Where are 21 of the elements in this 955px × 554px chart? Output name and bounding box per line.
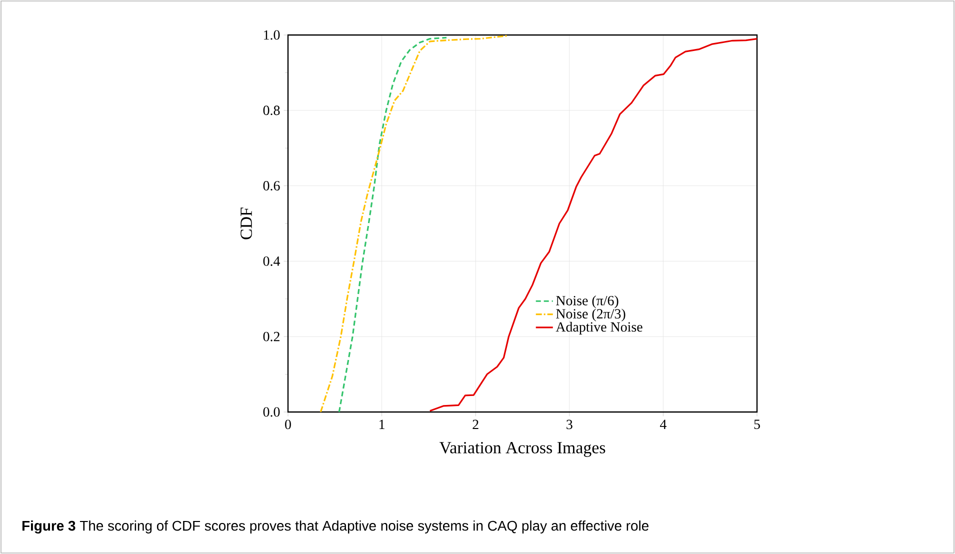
legend-label: Noise (π/6) <box>556 296 618 308</box>
line-series <box>429 38 758 412</box>
legend-label: Noise (2π/3) <box>556 308 626 322</box>
legend-label: Adaptive Noise <box>556 322 642 335</box>
line-series <box>320 34 508 412</box>
x-tick-label: 1 <box>380 420 384 429</box>
y-tick-label: 0.6 <box>263 181 280 191</box>
x-axis-title: Variation Across Images <box>439 442 606 457</box>
line-series <box>338 36 448 412</box>
y-tick-label: 0.8 <box>263 106 280 116</box>
y-tick-label: 0.0 <box>263 407 280 417</box>
x-tick-label: 4 <box>660 420 666 429</box>
x-tick-label: 3 <box>566 420 572 430</box>
y-tick-label: 1.0 <box>264 30 280 40</box>
text: Figure 3 The scoring of CDF scores proves that Adaptive noise systems in CAQ play an effective role <box>22 520 648 534</box>
y-tick-label: 0.4 <box>263 256 280 266</box>
y-axis-title: CDF <box>240 208 252 240</box>
x-tick-label: 2 <box>472 420 478 430</box>
y-tick-label: 0.2 <box>263 332 280 342</box>
x-tick-label: 5 <box>754 420 760 430</box>
x-tick-label: 0 <box>285 420 291 430</box>
